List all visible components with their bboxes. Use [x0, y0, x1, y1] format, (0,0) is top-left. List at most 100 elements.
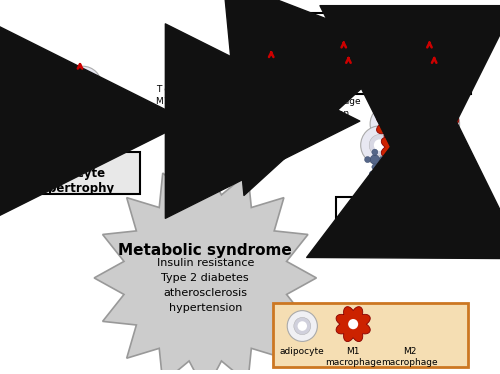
- Circle shape: [370, 155, 380, 164]
- Text: Adipocyte
hypertrophy: Adipocyte hypertrophy: [32, 167, 114, 195]
- Circle shape: [46, 140, 57, 150]
- Circle shape: [67, 118, 104, 157]
- Circle shape: [378, 147, 416, 186]
- Circle shape: [224, 101, 234, 112]
- Circle shape: [48, 133, 55, 140]
- Circle shape: [396, 133, 416, 154]
- Circle shape: [44, 103, 50, 110]
- Circle shape: [40, 142, 47, 148]
- Text: Insulin resistance
Type 2 diabetes
atherosclerosis
hypertension: Insulin resistance Type 2 diabetes ather…: [156, 258, 254, 313]
- Circle shape: [246, 89, 265, 109]
- Text: Feedback loop: Feedback loop: [340, 24, 442, 37]
- Circle shape: [49, 125, 70, 146]
- Circle shape: [384, 118, 394, 130]
- Polygon shape: [376, 107, 410, 141]
- Polygon shape: [424, 108, 459, 143]
- Circle shape: [422, 142, 432, 152]
- Circle shape: [256, 110, 292, 146]
- Polygon shape: [392, 151, 426, 186]
- Circle shape: [86, 113, 108, 135]
- Circle shape: [39, 114, 46, 121]
- Polygon shape: [382, 130, 416, 165]
- Polygon shape: [226, 60, 260, 95]
- Circle shape: [266, 65, 276, 75]
- Circle shape: [376, 163, 382, 170]
- Circle shape: [72, 108, 84, 120]
- Circle shape: [213, 114, 222, 124]
- Circle shape: [54, 130, 65, 141]
- Circle shape: [398, 95, 436, 134]
- Circle shape: [369, 135, 390, 156]
- Polygon shape: [256, 54, 287, 86]
- Circle shape: [35, 95, 42, 102]
- Circle shape: [417, 109, 427, 119]
- Circle shape: [216, 120, 226, 131]
- Circle shape: [348, 319, 358, 329]
- Text: MCP-1: MCP-1: [396, 37, 436, 47]
- FancyBboxPatch shape: [336, 197, 470, 242]
- Circle shape: [218, 129, 254, 165]
- Circle shape: [214, 137, 220, 143]
- Circle shape: [59, 149, 66, 156]
- Circle shape: [438, 154, 448, 165]
- Circle shape: [67, 158, 74, 165]
- Circle shape: [44, 82, 65, 103]
- Circle shape: [370, 105, 408, 143]
- Circle shape: [256, 144, 267, 156]
- Circle shape: [77, 80, 88, 91]
- Circle shape: [244, 132, 280, 168]
- Circle shape: [214, 123, 220, 130]
- Circle shape: [264, 118, 284, 138]
- Circle shape: [389, 320, 401, 332]
- Polygon shape: [426, 142, 460, 177]
- Circle shape: [44, 110, 56, 122]
- Circle shape: [56, 142, 64, 148]
- Circle shape: [36, 73, 74, 111]
- Circle shape: [252, 119, 262, 129]
- Circle shape: [379, 157, 385, 163]
- Circle shape: [268, 122, 280, 133]
- Circle shape: [27, 103, 34, 110]
- Text: M2
macrophage: M2 macrophage: [382, 347, 438, 367]
- Text: MCP-1: MCP-1: [31, 58, 66, 68]
- Circle shape: [407, 104, 428, 125]
- Text: adipocyte: adipocyte: [280, 347, 324, 356]
- Circle shape: [228, 137, 234, 143]
- Circle shape: [89, 138, 96, 145]
- Circle shape: [37, 120, 48, 131]
- Circle shape: [426, 140, 465, 179]
- Circle shape: [252, 140, 272, 160]
- Circle shape: [35, 112, 42, 119]
- Text: Chronic
inflammation: Chronic inflammation: [356, 212, 450, 240]
- Circle shape: [364, 157, 370, 163]
- Text: Metabolic syndrome: Metabolic syndrome: [118, 243, 292, 258]
- Circle shape: [400, 317, 419, 335]
- Circle shape: [68, 104, 88, 125]
- Circle shape: [89, 155, 96, 162]
- Circle shape: [412, 108, 423, 120]
- Circle shape: [80, 132, 92, 143]
- Circle shape: [49, 86, 60, 98]
- Circle shape: [221, 130, 227, 136]
- Circle shape: [87, 145, 98, 155]
- Circle shape: [48, 150, 55, 157]
- Polygon shape: [405, 97, 439, 132]
- Circle shape: [436, 121, 446, 131]
- Circle shape: [422, 105, 460, 143]
- Circle shape: [388, 119, 398, 129]
- Circle shape: [64, 66, 102, 105]
- Circle shape: [378, 113, 400, 135]
- Circle shape: [83, 83, 120, 121]
- Circle shape: [440, 154, 451, 165]
- Circle shape: [219, 96, 238, 117]
- Circle shape: [220, 136, 228, 145]
- Circle shape: [66, 147, 76, 158]
- Circle shape: [426, 141, 437, 153]
- Circle shape: [96, 96, 108, 108]
- Circle shape: [268, 98, 287, 119]
- Circle shape: [272, 103, 283, 114]
- Circle shape: [231, 142, 241, 153]
- Circle shape: [298, 321, 307, 331]
- Circle shape: [294, 318, 311, 335]
- Polygon shape: [241, 108, 273, 140]
